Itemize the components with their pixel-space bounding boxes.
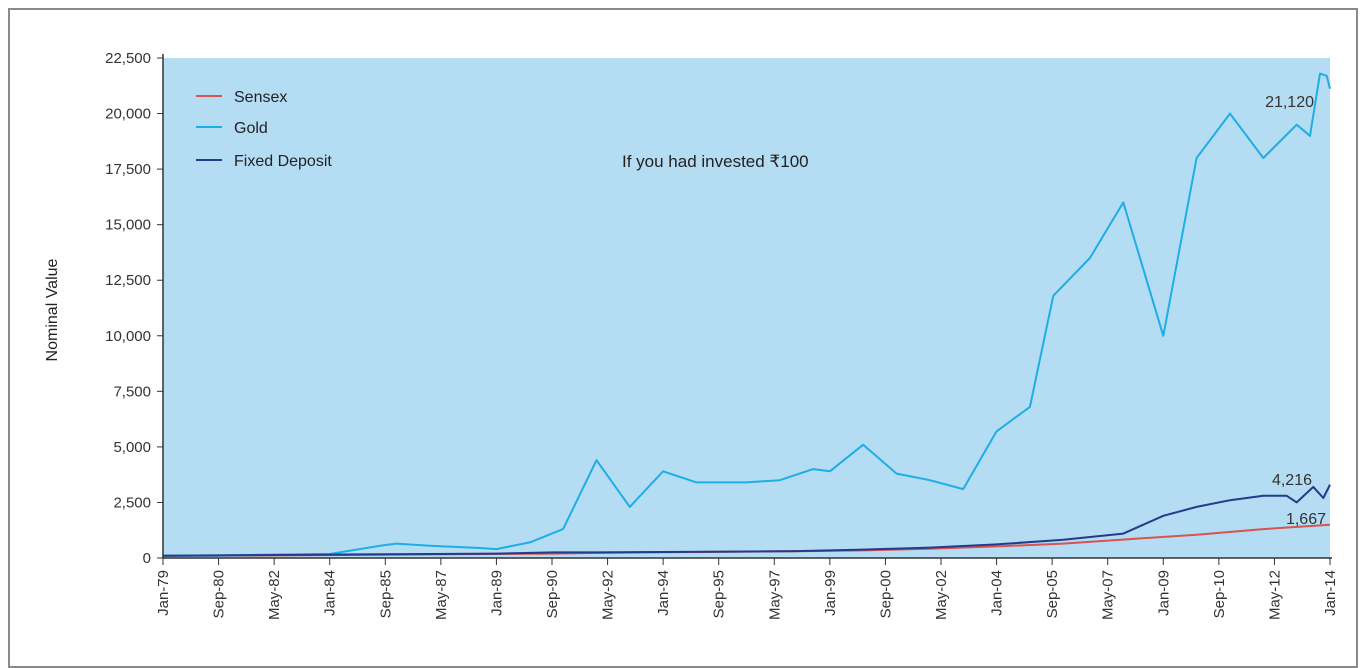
x-tick-label: Sep-95 — [711, 570, 728, 618]
y-tick-label: 20,000 — [105, 106, 151, 123]
x-tick-label: Jan-79 — [155, 570, 172, 616]
x-tick-label: Sep-00 — [877, 570, 894, 618]
chart-annotation: If you had invested ₹100 — [622, 152, 809, 171]
x-tick-label: May-92 — [600, 570, 617, 620]
series-line-fixed-deposit — [162, 484, 1331, 557]
y-axis-label: Nominal Value — [44, 258, 61, 361]
x-tick-label: Jan-09 — [1155, 570, 1172, 616]
x-tick-label: Sep-85 — [377, 570, 394, 618]
x-tick-label: Jan-99 — [822, 570, 839, 616]
x-tick-label: Sep-10 — [1211, 570, 1228, 618]
plot-area — [163, 58, 1330, 558]
legend-label-sensex: Sensex — [234, 89, 287, 106]
x-tick-label: May-87 — [433, 570, 450, 620]
axes-layer: 0 2,500 5,000 7,500 10,000 12,500 15,000 17,500… — [105, 50, 1339, 620]
x-tick-label: Sep-05 — [1044, 570, 1061, 618]
y-tick-label: 15,000 — [105, 217, 151, 234]
x-tick-label: Jan-04 — [989, 570, 1006, 616]
x-tick-label: Jan-14 — [1322, 570, 1339, 616]
y-tick-label: 12,500 — [105, 272, 151, 289]
legend: Sensex Gold Fixed Deposit — [196, 89, 332, 170]
y-tick-label: 0 — [143, 550, 151, 567]
y-tick-label: 22,500 — [105, 50, 151, 67]
legend-label-gold: Gold — [234, 120, 268, 137]
x-tick-label: Jan-84 — [322, 570, 339, 616]
series-layer — [162, 72, 1331, 557]
y-tick-label: 2,500 — [113, 494, 151, 511]
y-tick-label: 5,000 — [113, 439, 151, 456]
x-tick-label: Jan-89 — [488, 570, 505, 616]
end-label-sensex: 1,667 — [1286, 511, 1326, 528]
y-tick-label: 17,500 — [105, 161, 151, 178]
legend-label-fixed-deposit: Fixed Deposit — [234, 153, 332, 170]
x-tick-label: May-07 — [1100, 570, 1117, 620]
x-tick-label: Sep-80 — [211, 570, 228, 618]
x-tick-label: May-82 — [266, 570, 283, 620]
x-tick-label: Sep-90 — [544, 570, 561, 618]
end-label-gold: 21,120 — [1265, 94, 1314, 111]
series-line-gold — [163, 72, 1331, 557]
end-label-fixed-deposit: 4,216 — [1272, 472, 1312, 489]
x-tick-label: May-97 — [766, 570, 783, 620]
x-tick-label: Jan-94 — [655, 570, 672, 616]
y-tick-label: 7,500 — [113, 383, 151, 400]
x-tick-label: May-12 — [1266, 570, 1283, 620]
y-tick-label: 10,000 — [105, 328, 151, 345]
x-tick-label: May-02 — [933, 570, 950, 620]
